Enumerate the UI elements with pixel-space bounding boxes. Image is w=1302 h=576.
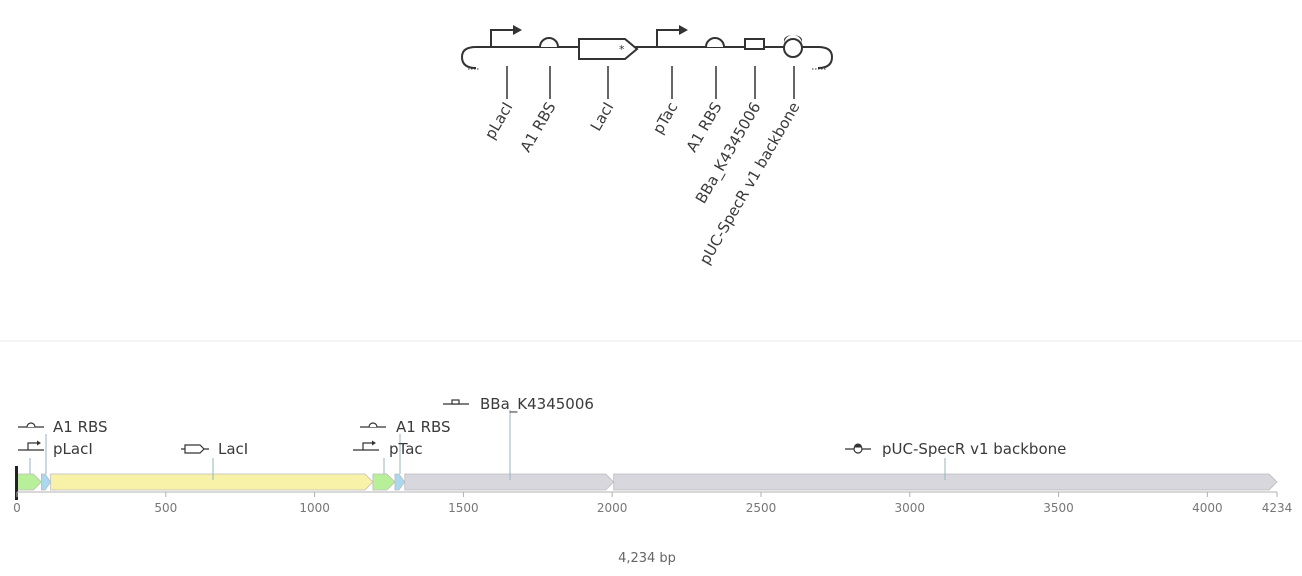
axis-tick-label: 1500 <box>448 501 479 515</box>
promoter-icon[interactable] <box>656 25 688 47</box>
cds-icon <box>181 444 209 454</box>
rbs-icon <box>360 422 386 428</box>
axis-tick-label: 4234 <box>1262 501 1293 515</box>
sbol-label-ptac: pTac <box>649 99 681 137</box>
promoter-icon <box>353 440 379 451</box>
map-label-a1-rbs[interactable]: A1 RBS <box>53 418 108 436</box>
map-label-backbone[interactable]: pUC-SpecR v1 backbone <box>882 440 1066 458</box>
feature-arrow-2[interactable] <box>50 473 374 491</box>
feature-arrow-6[interactable] <box>613 473 1278 491</box>
sequence-length: 4,234 bp <box>618 551 676 566</box>
linear-map: A1 RBS pLacI LacI A1 RBS <box>13 395 1292 566</box>
sequence-cursor[interactable] <box>15 466 18 500</box>
axis-tick-label: 2500 <box>746 501 777 515</box>
origin-icon <box>845 443 871 454</box>
axis-tick-label: 3000 <box>894 501 925 515</box>
axis-tick-label: 4000 <box>1192 501 1223 515</box>
feature-arrow-3[interactable] <box>372 473 396 491</box>
promoter-icon <box>18 440 44 451</box>
axis-tick-label: 3500 <box>1043 501 1074 515</box>
axis-tick-label: 1000 <box>299 501 330 515</box>
sbol-backbone-line <box>460 46 834 69</box>
generic-part-icon[interactable] <box>744 38 765 50</box>
sbol-diagram: * pLacI A1 RBS <box>460 25 834 268</box>
map-label-bba[interactable]: BBa_K4345006 <box>480 395 594 414</box>
cds-icon[interactable]: * <box>578 38 639 60</box>
axis-tick-label: 2000 <box>597 501 628 515</box>
feature-arrow-0[interactable] <box>16 473 42 491</box>
map-label-ptac[interactable]: pTac <box>389 440 423 458</box>
feature-annotations: A1 RBS pLacI LacI A1 RBS <box>18 395 1066 480</box>
sbol-label-a1-rbs-2: A1 RBS <box>683 99 726 155</box>
rbs-icon <box>18 422 44 428</box>
sbol-label-placi: pLacI <box>481 99 516 142</box>
sbol-label-a1-rbs: A1 RBS <box>517 99 560 155</box>
feature-arrow-1[interactable] <box>41 473 52 491</box>
sbol-label-laci: LacI <box>587 99 618 134</box>
axis-tick-label: 0 <box>13 501 21 515</box>
position-axis: 0 500 1000 1500 2000 2500 3000 3500 4000 4234 <box>13 491 1293 515</box>
axis-tick-label: 500 <box>154 501 177 515</box>
feature-arrow-5[interactable] <box>404 473 615 491</box>
promoter-icon[interactable] <box>490 25 522 47</box>
feature-arrow-4[interactable] <box>394 473 406 491</box>
map-label-a1-rbs-2[interactable]: A1 RBS <box>396 418 451 436</box>
generic-part-icon <box>443 399 469 405</box>
rbs-icon[interactable] <box>705 37 725 48</box>
origin-icon[interactable] <box>783 35 803 58</box>
svg-text:*: * <box>619 43 625 56</box>
rbs-icon[interactable] <box>539 37 559 48</box>
feature-track <box>16 473 1278 491</box>
sbol-label-leaders <box>506 66 795 99</box>
map-label-placi[interactable]: pLacI <box>53 440 93 458</box>
map-label-laci[interactable]: LacI <box>218 440 248 458</box>
